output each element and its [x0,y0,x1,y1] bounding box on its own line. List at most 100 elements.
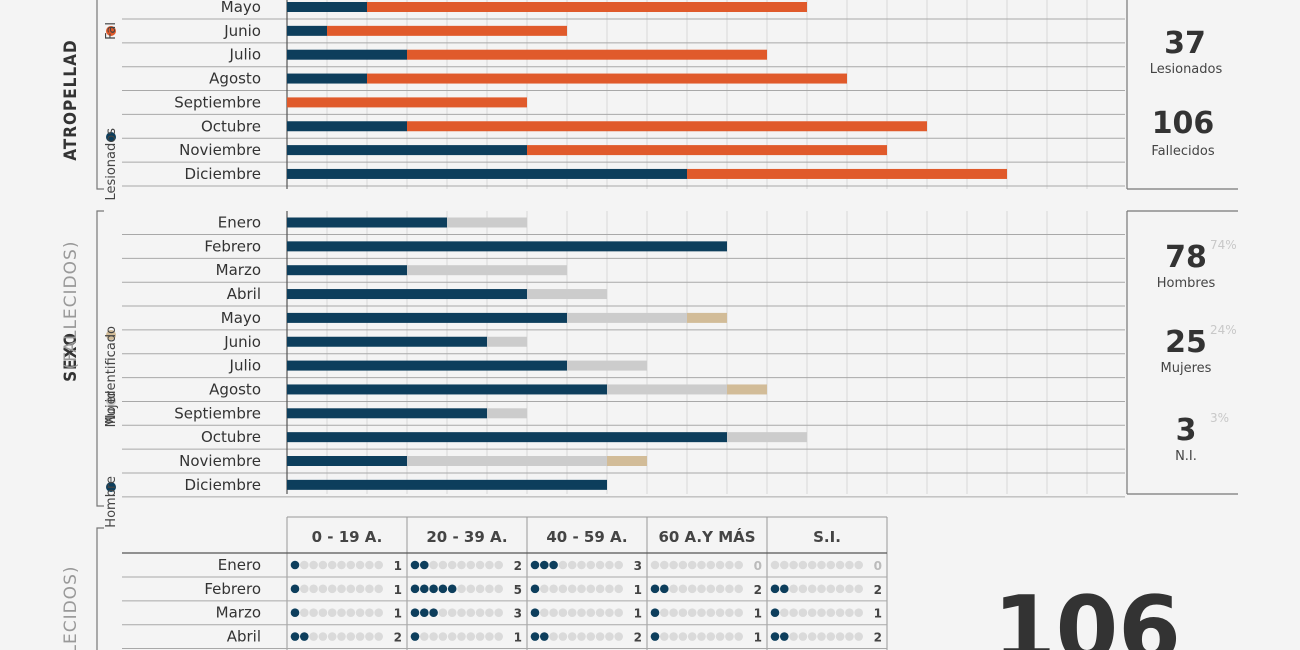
stat-value-fallecidos: 106 [1152,106,1215,141]
dot-empty [650,560,660,570]
month-label: Abril [227,628,261,646]
dot-empty [300,584,309,594]
bar-lesionados [287,145,527,156]
dot-empty [540,608,549,617]
dot-empty [734,560,743,570]
dot-empty [687,632,697,641]
dot-empty [595,632,605,641]
bar-fallecidos [407,49,767,60]
dot-filled [447,584,457,594]
dot-empty [558,560,568,570]
dot-filled [410,584,420,594]
dot-filled [770,584,780,594]
dot-empty [355,632,365,641]
dot-empty [807,584,817,594]
dot-empty [734,632,743,641]
stat-label-fallecidos: Fallecidos [1151,144,1214,159]
dot-empty [365,632,374,641]
dot-empty [567,608,577,617]
dot-empty [605,608,614,617]
cell-count: 1 [634,607,642,621]
dot-empty [706,584,716,594]
bar-hombre [287,456,407,466]
dot-empty [558,608,568,617]
cell-count: 0 [754,559,762,573]
dot-empty [697,584,706,594]
bar-fallecidos [367,2,807,12]
dot-empty [734,584,743,594]
dot-empty [494,560,504,570]
dot-empty [355,560,365,570]
dot-empty [475,608,485,617]
bar-hombre [287,289,527,300]
bar-fallecidos [407,121,927,132]
month-label: Junio [223,333,261,351]
dot-filled [429,584,438,594]
dot-empty [807,608,817,617]
legend-dot-no-identificado [106,330,116,340]
dot-empty [466,608,476,617]
dot-filled [438,584,448,594]
legend-label-hombre: Hombre [104,476,119,528]
bar-mujer [607,384,727,395]
dot-empty [835,560,845,570]
dot-empty [447,632,457,641]
dot-empty [678,608,688,617]
bar-no-identificado [727,384,767,395]
bar-lesionados [287,2,367,12]
dot-empty [854,560,863,570]
bar-hombre [287,241,727,252]
dot-empty [355,608,365,617]
legend-label-no-identificado: No identificado [104,326,119,424]
dot-empty [494,584,504,594]
dot-empty [669,560,678,570]
dot-filled [549,560,558,570]
dot-empty [780,608,789,617]
month-label: Noviembre [179,141,261,159]
cell-count: 3 [634,559,642,573]
month-label: Febrero [204,237,261,255]
dot-empty [309,560,318,570]
bar-fallecidos [327,25,567,36]
bar-lesionados [287,168,687,179]
legend-dot-mujer [106,396,116,406]
cell-count: 1 [394,607,402,621]
dot-filled [660,584,669,594]
bar-mujer [487,336,527,347]
column-header: 40 - 59 A. [546,528,627,546]
dot-empty [697,632,706,641]
dot-filled [410,608,420,617]
legend-label-fallecidos: Fal [104,22,119,40]
dot-empty [595,608,605,617]
dot-empty [780,560,789,570]
stat-value-lesionados: 37 [1164,26,1206,61]
month-label: Octubre [201,428,261,446]
month-label: Junio [223,22,261,40]
dot-empty [770,560,780,570]
month-label: Abril [227,285,261,303]
cell-count: 5 [514,583,522,597]
bar-mujer [567,312,687,323]
dot-empty [605,584,614,594]
dot-empty [337,584,346,594]
dot-filled [410,560,420,570]
dot-empty [429,560,438,570]
bar-mujer [567,360,647,371]
bar-mujer [727,432,807,443]
dot-empty [789,632,798,641]
dot-empty [485,632,494,641]
dot-filled [429,608,438,617]
dot-empty [318,560,328,570]
dot-filled [300,632,309,641]
cell-count: 0 [874,559,882,573]
dot-empty [817,560,826,570]
dot-empty [687,584,697,594]
dot-empty [567,560,577,570]
dot-empty [309,608,318,617]
dot-empty [817,608,826,617]
dot-empty [826,632,836,641]
section-bracket [96,210,104,507]
dot-empty [706,560,716,570]
month-label: Julio [229,357,261,375]
dot-empty [475,560,485,570]
